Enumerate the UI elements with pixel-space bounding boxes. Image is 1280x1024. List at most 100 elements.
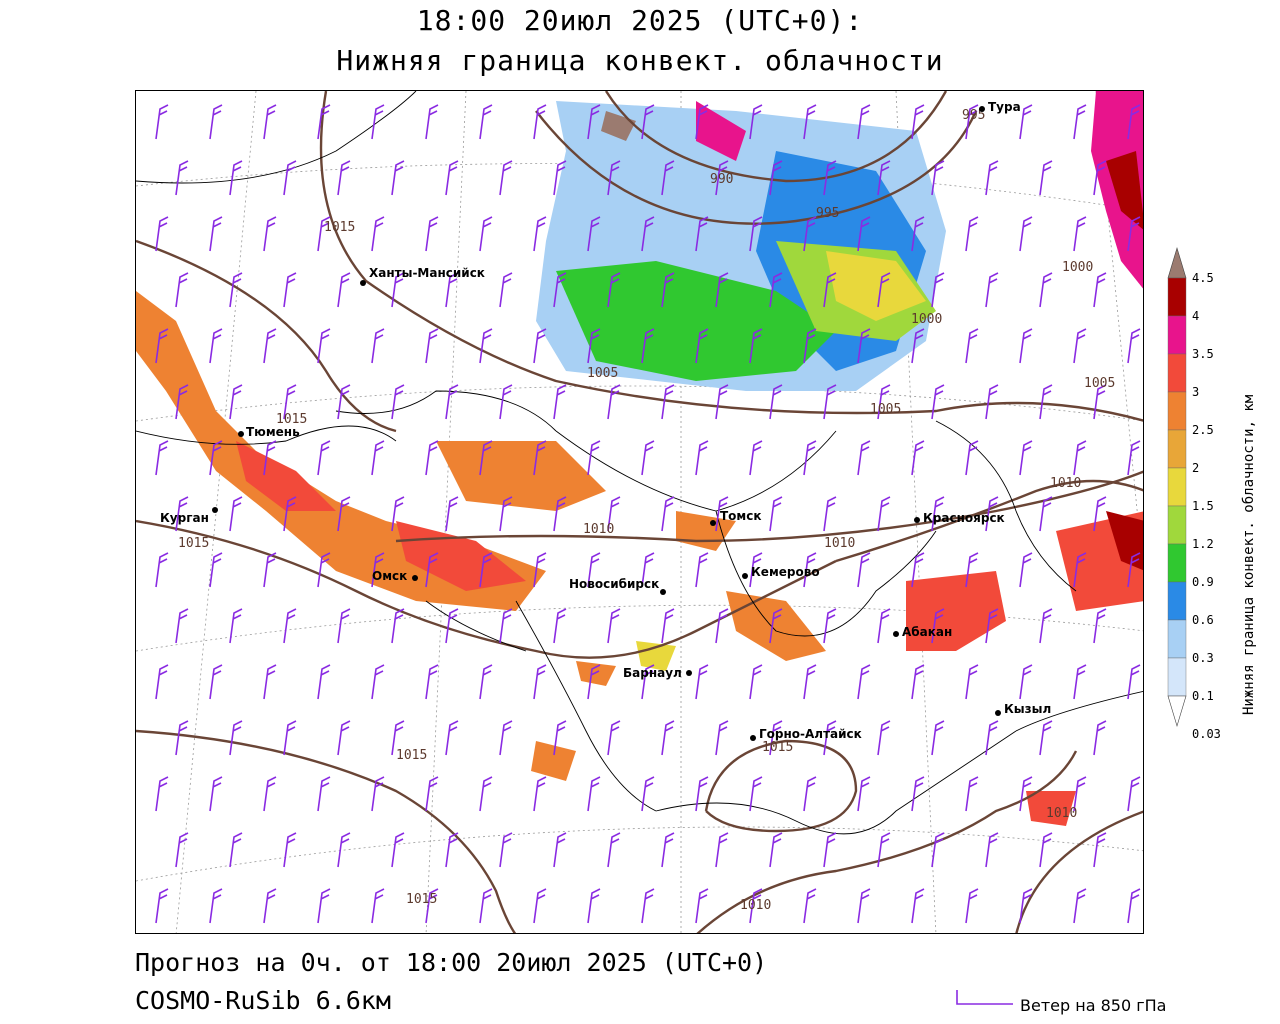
wind-barb (263, 552, 277, 588)
wind-barb (155, 552, 169, 588)
wind-barb (425, 888, 439, 924)
wind-barb (803, 552, 817, 588)
wind-barb (931, 720, 945, 756)
wind-barb (877, 384, 891, 420)
wind-barb (769, 272, 783, 308)
wind-barb (911, 888, 925, 924)
colorbar-cell (1167, 581, 1187, 621)
wind-barb (263, 664, 277, 700)
isobar-label: 1015 (406, 892, 437, 907)
wind-barb (695, 664, 709, 700)
wind-barb (857, 664, 871, 700)
wind-barb (499, 720, 513, 756)
wind-barb (337, 384, 351, 420)
map-title-time: 18:00 20июл 2025 (UTC+0): (416, 4, 864, 37)
map-frame[interactable]: 995 990 995 1015 1015 1015 1005 1000 100… (135, 90, 1144, 934)
colorbar-title: Нижняя граница конвект. облачности, км (1241, 394, 1257, 715)
isobar-label: 1015 (178, 536, 209, 551)
wind-barb (155, 776, 169, 812)
wind-barb (877, 720, 891, 756)
wind-barb (803, 328, 817, 364)
city-label-kurgan: Курган (160, 511, 209, 525)
wind-barb (641, 216, 655, 252)
wind-barb (209, 888, 223, 924)
wind-barb (175, 272, 189, 308)
city-label-krasnoyarsk: Красноярск (923, 511, 1005, 525)
city-label-tomsk: Томск (720, 509, 762, 523)
city-marker (238, 431, 244, 437)
wind-barbs (155, 104, 1141, 924)
wind-barb (391, 832, 405, 868)
wind-barb (877, 496, 891, 532)
wind-barb (209, 104, 223, 140)
colorbar: 4.5 4 3.5 3 2.5 2 1.5 1.2 0.9 0.6 0.3 0.1 0.03 (1167, 246, 1221, 741)
colorbar-cell (1167, 391, 1187, 431)
isobars (136, 91, 1143, 933)
map-title-parameter: Нижняя граница конвект. облачности (336, 44, 944, 77)
wind-barb (425, 440, 439, 476)
wind-barb (823, 832, 837, 868)
wind-barb (1093, 608, 1107, 644)
wind-barb (1073, 328, 1087, 364)
wind-barb (911, 552, 925, 588)
wind-barb (715, 720, 729, 756)
wind-barb (391, 384, 405, 420)
wind-barb (985, 160, 999, 196)
wind-barb (479, 104, 493, 140)
wind-barb (533, 104, 547, 140)
wind-barb (553, 272, 567, 308)
wind-barb (661, 384, 675, 420)
wind-barb (1127, 552, 1141, 588)
isobar-label: 1015 (324, 220, 355, 235)
colorbar-cell (1167, 353, 1187, 393)
city-label-abakan: Абакан (902, 625, 952, 639)
wind-barb (695, 888, 709, 924)
wind-barb (857, 328, 871, 364)
wind-barb (445, 608, 459, 644)
wind-barb (337, 272, 351, 308)
wind-barb (749, 664, 763, 700)
wind-barb (1093, 160, 1107, 196)
wind-barb (175, 720, 189, 756)
wind-barb (1019, 552, 1033, 588)
wind-barb (965, 552, 979, 588)
colorbar-cell (1167, 505, 1187, 545)
wind-barb (553, 496, 567, 532)
wind-barb (283, 272, 297, 308)
wind-barb (1093, 384, 1107, 420)
forecast-map[interactable]: 995 990 995 1015 1015 1015 1005 1000 100… (136, 91, 1144, 934)
wind-barb (857, 104, 871, 140)
isobar-label: 1000 (911, 312, 942, 327)
wind-barb (445, 272, 459, 308)
wind-barb (803, 888, 817, 924)
colorbar-tick-label: 0.1 (1192, 689, 1214, 703)
wind-barb (965, 776, 979, 812)
wind-barb (425, 216, 439, 252)
wind-barb (823, 384, 837, 420)
wind-barb (587, 216, 601, 252)
wind-barb (425, 552, 439, 588)
colorbar-cell (1167, 619, 1187, 659)
wind-barb (911, 216, 925, 252)
wind-barb (479, 776, 493, 812)
wind-barb (263, 440, 277, 476)
wind-barb (749, 776, 763, 812)
wind-barb (661, 720, 675, 756)
wind-barb (769, 384, 783, 420)
wind-barb (911, 776, 925, 812)
wind-barb (445, 720, 459, 756)
wind-barb (533, 328, 547, 364)
wind-barb (553, 608, 567, 644)
wind-barb (857, 440, 871, 476)
city-label-kemerovo: Кемерово (751, 565, 820, 579)
wind-barb (283, 832, 297, 868)
colorbar-tick-label: 1.5 (1192, 499, 1214, 513)
wind-barb (1093, 496, 1107, 532)
wind-barb (749, 104, 763, 140)
wind-barb (155, 440, 169, 476)
colorbar-cap-bottom (1167, 695, 1187, 728)
wind-barb (607, 160, 621, 196)
colorbar-tick-label: 0.6 (1192, 613, 1214, 627)
wind-barb (1127, 216, 1141, 252)
wind-barb (857, 216, 871, 252)
